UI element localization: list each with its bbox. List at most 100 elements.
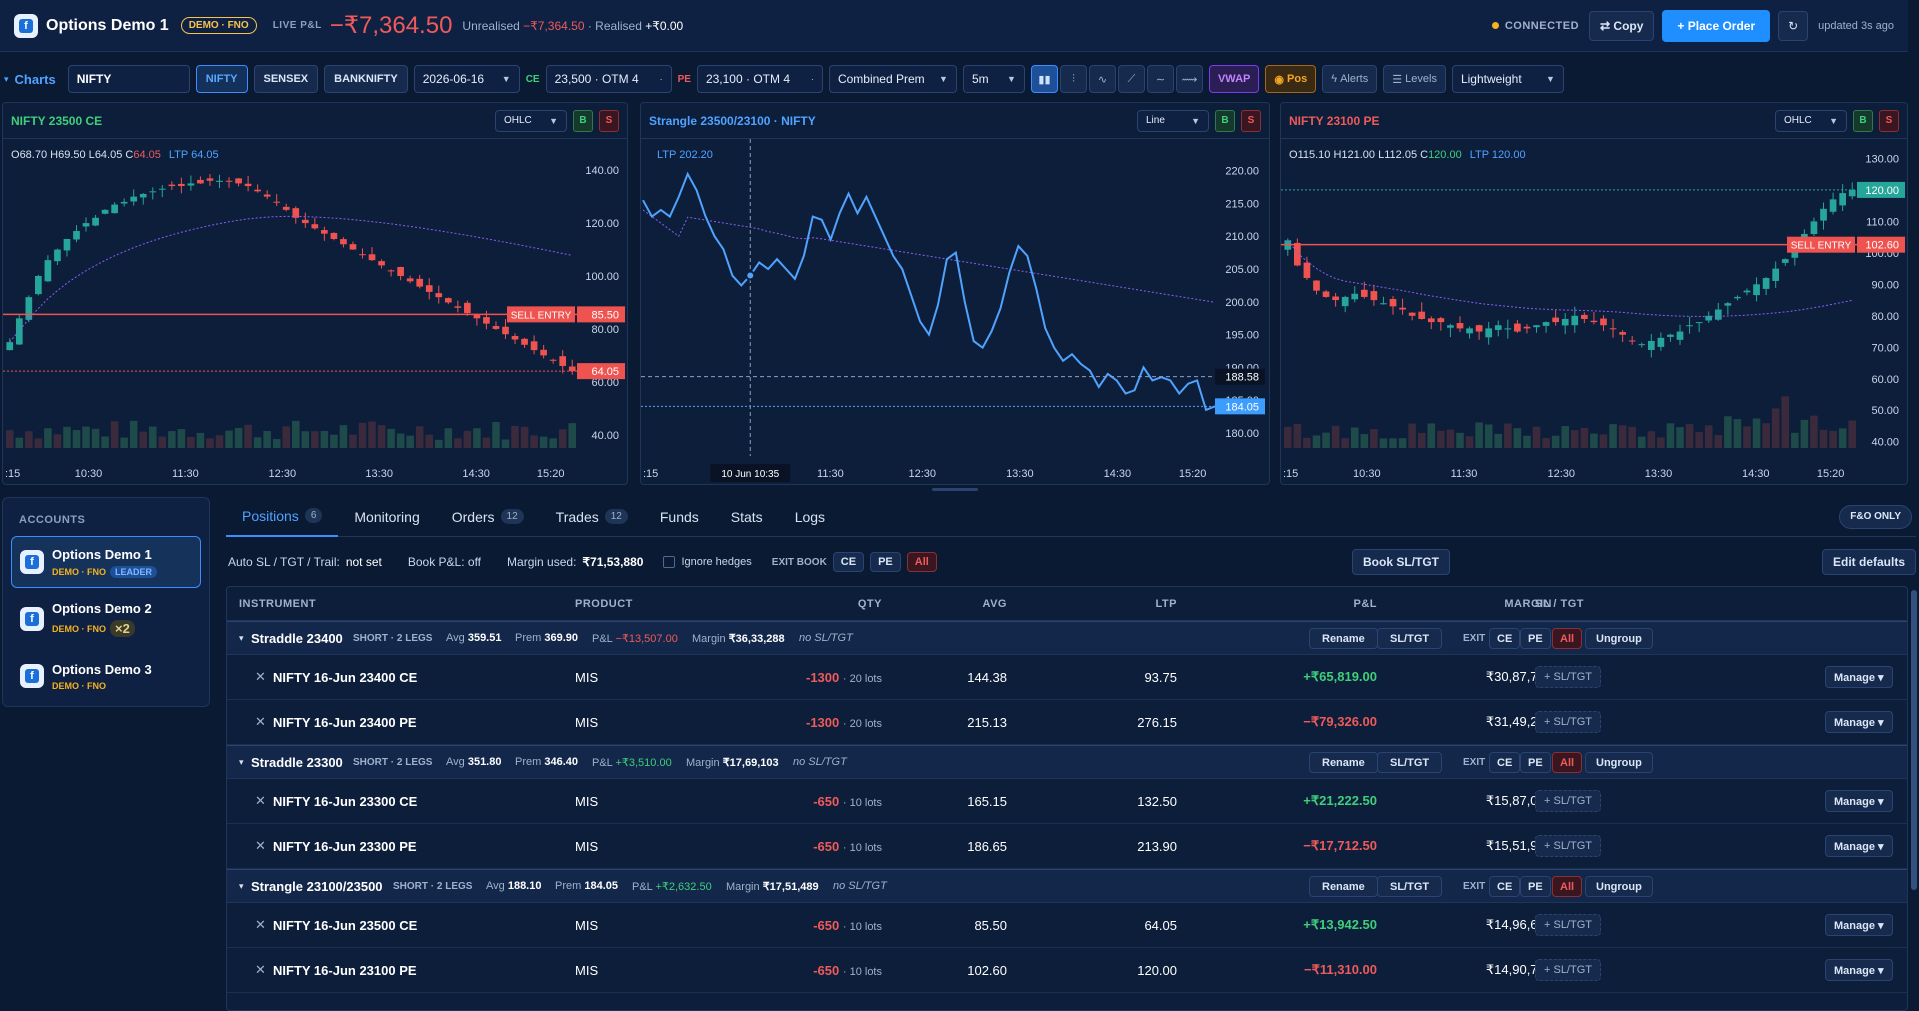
exit-book-pe-button[interactable]: PE <box>870 552 901 572</box>
tab-orders[interactable]: Orders 12 <box>436 497 540 537</box>
book-sltgt-button[interactable]: Book SL/TGT <box>1352 549 1450 575</box>
ungroup-button[interactable]: Ungroup <box>1585 752 1653 773</box>
ignore-hedges-checkbox[interactable] <box>663 556 676 568</box>
account-item[interactable]: f Options Demo 3 DEMO · FNO <box>11 650 201 702</box>
group-exit-pe-button[interactable]: PE <box>1520 752 1551 773</box>
expiry-select[interactable]: 2026-06-16 ▼ <box>413 65 520 93</box>
group-sltgt-button[interactable]: SL/TGT <box>1377 752 1443 773</box>
vwap-toggle[interactable]: VWAP <box>1208 65 1260 93</box>
buy-button[interactable]: B <box>1215 109 1235 132</box>
table-scrollbar[interactable] <box>1911 590 1917 890</box>
tab-monitoring[interactable]: Monitoring <box>354 508 420 525</box>
chart-type-select[interactable]: Line ▼ <box>1137 109 1209 132</box>
resize-handle[interactable] <box>932 488 978 491</box>
close-leg-icon[interactable]: ✕ <box>255 714 266 729</box>
index-nifty-button[interactable]: NIFTY <box>195 65 248 93</box>
ungroup-button[interactable]: Ungroup <box>1585 628 1653 649</box>
edit-defaults-button[interactable]: Edit defaults <box>1821 549 1916 575</box>
position-leg-row[interactable]: ✕ NIFTY 16-Jun 23100 PE MIS -650 · 10 lo… <box>227 948 1907 993</box>
sell-button[interactable]: S <box>1241 109 1261 132</box>
close-leg-icon[interactable]: ✕ <box>255 669 266 684</box>
area-chart-icon[interactable]: ⟋ <box>1117 65 1145 93</box>
position-leg-row[interactable]: ✕ NIFTY 16-Jun 23400 CE MIS -1300 · 20 l… <box>227 655 1907 700</box>
position-group-row[interactable]: ▾ Straddle 23400 SHORT · 2 LEGS Avg 359.… <box>227 621 1907 655</box>
position-leg-row[interactable]: ✕ NIFTY 16-Jun 23300 CE MIS -650 · 10 lo… <box>227 779 1907 824</box>
position-leg-row[interactable]: ✕ NIFTY 16-Jun 23400 PE MIS -1300 · 20 l… <box>227 700 1907 745</box>
leg-add-sltgt-button[interactable]: + SL/TGT <box>1535 835 1601 857</box>
group-sltgt-button[interactable]: SL/TGT <box>1377 628 1443 649</box>
group-collapse-chevron-icon[interactable]: ▾ <box>239 880 244 891</box>
leg-manage-button[interactable]: Manage ▾ <box>1825 666 1893 688</box>
charts-toggle[interactable]: Charts <box>14 71 56 87</box>
group-exit-all-button[interactable]: All <box>1552 752 1583 773</box>
chart-type-select[interactable]: OHLC ▼ <box>495 109 567 132</box>
place-order-button[interactable]: + Place Order <box>1662 9 1771 42</box>
close-leg-icon[interactable]: ✕ <box>255 793 266 808</box>
ohlc-bars-icon[interactable]: ⫶ <box>1059 65 1087 93</box>
account-item[interactable]: f Options Demo 1 DEMO · FNO LEADER <box>11 536 201 588</box>
leg-manage-button[interactable]: Manage ▾ <box>1825 959 1893 981</box>
ce-chart-canvas[interactable]: 140.00 120.00 100.00 80.00 60.00 40.00 SELL EN… <box>3 139 628 485</box>
buy-button[interactable]: B <box>1853 109 1873 132</box>
close-leg-icon[interactable]: ✕ <box>255 962 266 977</box>
leg-add-sltgt-button[interactable]: + SL/TGT <box>1535 711 1601 733</box>
rename-group-button[interactable]: Rename <box>1309 752 1378 773</box>
group-collapse-chevron-icon[interactable]: ▾ <box>239 632 244 643</box>
candles-icon[interactable]: ▮▮ <box>1030 65 1058 93</box>
group-sltgt-button[interactable]: SL/TGT <box>1377 876 1443 897</box>
pe-chart-canvas[interactable]: 130.00120.00110.00100.0090.0080.0070.006… <box>1281 139 1908 485</box>
position-leg-row[interactable]: ✕ NIFTY 16-Jun 23500 CE MIS -650 · 10 lo… <box>227 903 1907 948</box>
leg-manage-button[interactable]: Manage ▾ <box>1825 914 1893 936</box>
index-sensex-button[interactable]: SENSEX <box>253 65 319 93</box>
group-collapse-chevron-icon[interactable]: ▾ <box>239 756 244 767</box>
leg-add-sltgt-button[interactable]: + SL/TGT <box>1535 790 1601 812</box>
rename-group-button[interactable]: Rename <box>1309 876 1378 897</box>
strangle-chart-canvas[interactable]: 220.00215.00210.00205.00200.00195.00190.… <box>641 139 1270 485</box>
tab-funds[interactable]: Funds <box>659 508 699 525</box>
group-exit-ce-button[interactable]: CE <box>1489 752 1521 773</box>
fo-only-toggle[interactable]: F&O ONLY <box>1839 504 1912 529</box>
ce-strike-select[interactable]: 23,500 · OTM 4 · <box>545 65 672 93</box>
step-line-icon[interactable]: ∼ <box>1146 65 1174 93</box>
close-leg-icon[interactable]: ✕ <box>255 917 266 932</box>
exit-book-ce-button[interactable]: CE <box>832 552 865 572</box>
leg-manage-button[interactable]: Manage ▾ <box>1825 835 1893 857</box>
chart-type-select[interactable]: OHLC ▼ <box>1775 109 1847 132</box>
premium-mode-select[interactable]: Combined Prem ▼ <box>828 65 957 93</box>
line-chart-icon[interactable]: ∿ <box>1088 65 1116 93</box>
close-leg-icon[interactable]: ✕ <box>255 838 266 853</box>
leg-add-sltgt-button[interactable]: + SL/TGT <box>1535 914 1601 936</box>
rename-group-button[interactable]: Rename <box>1309 628 1378 649</box>
alerts-button[interactable]: ϟ Alerts <box>1322 65 1378 93</box>
sell-button[interactable]: S <box>1879 109 1899 132</box>
sell-button[interactable]: S <box>599 109 619 132</box>
group-exit-ce-button[interactable]: CE <box>1489 876 1521 897</box>
exit-book-all-button[interactable]: All <box>906 552 937 572</box>
interval-select[interactable]: 5m ▼ <box>962 65 1025 93</box>
pe-strike-select[interactable]: 23,100 · OTM 4 · <box>696 65 823 93</box>
group-exit-pe-button[interactable]: PE <box>1520 876 1551 897</box>
levels-button[interactable]: ☰ Levels <box>1383 65 1446 93</box>
index-banknifty-button[interactable]: BANKNIFTY <box>324 65 408 93</box>
group-exit-ce-button[interactable]: CE <box>1489 628 1521 649</box>
baseline-icon[interactable]: ⟿ <box>1175 65 1203 93</box>
symbol-input[interactable]: NIFTY <box>67 65 190 93</box>
position-group-row[interactable]: ▾ Straddle 23300 SHORT · 2 LEGS Avg 351.… <box>227 745 1907 779</box>
position-group-row[interactable]: ▾ Strangle 23100/23500 SHORT · 2 LEGS Av… <box>227 869 1907 903</box>
leg-add-sltgt-button[interactable]: + SL/TGT <box>1535 959 1601 981</box>
leg-add-sltgt-button[interactable]: + SL/TGT <box>1535 666 1601 688</box>
tab-logs[interactable]: Logs <box>794 508 826 525</box>
tab-positions[interactable]: Positions 6 <box>226 497 339 537</box>
position-leg-row[interactable]: ✕ NIFTY 16-Jun 23300 PE MIS -650 · 10 lo… <box>227 824 1907 869</box>
collapse-chevron-icon[interactable]: ▾ <box>4 73 9 84</box>
copy-button[interactable]: ⇄ Copy <box>1589 10 1655 41</box>
refresh-icon[interactable]: ↻ <box>1778 10 1809 41</box>
chart-engine-select[interactable]: Lightweight ▼ <box>1451 65 1564 93</box>
group-exit-all-button[interactable]: All <box>1552 628 1583 649</box>
leg-manage-button[interactable]: Manage ▾ <box>1825 711 1893 733</box>
group-exit-all-button[interactable]: All <box>1552 876 1583 897</box>
buy-button[interactable]: B <box>573 109 593 132</box>
group-exit-pe-button[interactable]: PE <box>1520 628 1551 649</box>
leg-manage-button[interactable]: Manage ▾ <box>1825 790 1893 812</box>
tab-stats[interactable]: Stats <box>730 508 763 525</box>
